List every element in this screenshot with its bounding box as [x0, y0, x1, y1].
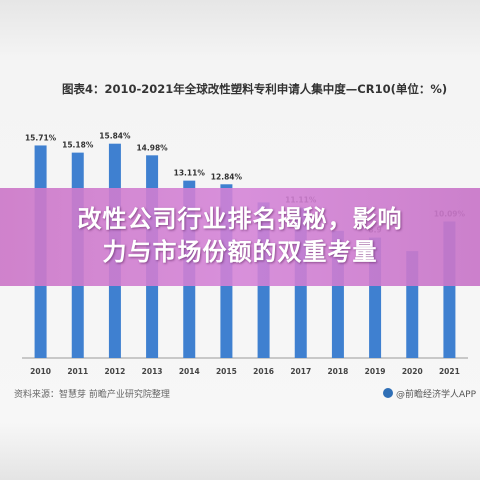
x-tick-2018: 2018 — [327, 367, 348, 376]
x-tick-2011: 2011 — [67, 367, 88, 376]
x-tick-2019: 2019 — [365, 367, 386, 376]
x-tick-2015: 2015 — [216, 367, 237, 376]
headline-line-2: 力与市场份额的双重考量 — [102, 238, 378, 266]
data-label-2013: 14.98% — [136, 143, 168, 152]
x-tick-2010: 2010 — [30, 367, 51, 376]
headline: 改性公司行业排名揭秘，影响 力与市场份额的双重考量 — [0, 203, 480, 269]
data-label-2012: 15.84% — [99, 132, 131, 141]
x-tick-2017: 2017 — [290, 367, 311, 376]
x-tick-2016: 2016 — [253, 367, 274, 376]
data-label-2011: 15.18% — [62, 141, 94, 150]
headline-line-1: 改性公司行业排名揭秘，影响 — [77, 205, 403, 233]
source-note: 资料来源：智慧芽 前瞻产业研究院整理 — [14, 390, 170, 400]
logo-text: @前瞻经济学人APP — [395, 390, 476, 400]
x-tick-2012: 2012 — [104, 367, 125, 376]
publisher-logo: @前瞻经济学人APP — [382, 387, 476, 400]
x-tick-2014: 2014 — [179, 367, 200, 376]
data-label-2010: 15.71% — [25, 133, 57, 142]
x-tick-2013: 2013 — [142, 367, 163, 376]
headline-banner — [0, 188, 480, 286]
data-label-2014: 13.11% — [174, 169, 206, 178]
data-label-2015: 12.84% — [211, 172, 243, 181]
x-tick-2021: 2021 — [439, 367, 460, 376]
x-tick-2020: 2020 — [402, 367, 423, 376]
chart-title: 图表4：2010-2021年全球改性塑料专利申请人集中度—CR10(单位：%) — [62, 82, 448, 96]
logo-icon — [382, 388, 393, 398]
